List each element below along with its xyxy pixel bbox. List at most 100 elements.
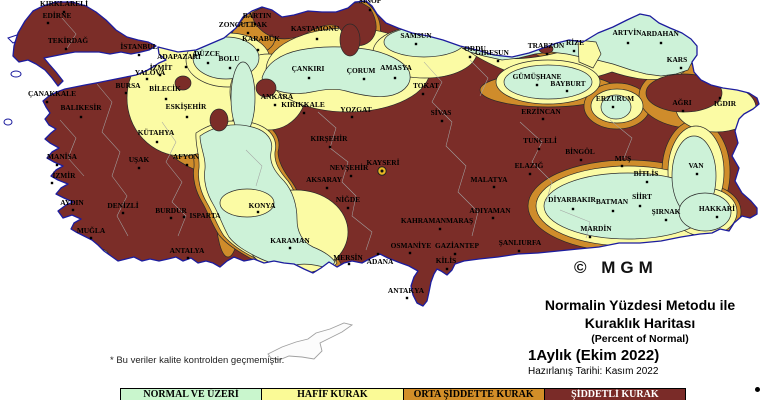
city-label-gümüşhane: GÜMÜŞHANE xyxy=(513,72,562,81)
city-dot xyxy=(440,119,444,123)
city-dot xyxy=(185,115,189,119)
city-label-i̇zmi̇r: İZMİR xyxy=(53,170,77,180)
city-label-elaziğ: ELAZIĞ xyxy=(515,160,544,170)
city-dot xyxy=(468,55,472,59)
city-label-düzce: DÜZCE xyxy=(194,49,220,58)
city-dot xyxy=(186,256,190,260)
city-dot xyxy=(228,66,232,70)
map-period: 1Aylık (Ekim 2022) xyxy=(528,347,660,364)
legend-label-severe: ŞİDDETLİ KURAK xyxy=(571,389,659,400)
city-label-tokat: TOKAT xyxy=(413,81,439,90)
city-dot xyxy=(638,204,642,208)
city-label-si̇vas: SİVAS xyxy=(431,107,452,117)
title-block: Normalin Yüzdesi Metodu ile Kuraklık Har… xyxy=(500,296,780,379)
city-label-batman: BATMAN xyxy=(596,197,629,206)
city-dot xyxy=(368,8,372,12)
city-label-ankara: ANKARA xyxy=(261,92,294,101)
city-label-erzi̇ncan: ERZİNCAN xyxy=(521,106,561,116)
city-label-gazi̇antep: GAZİANTEP xyxy=(435,240,479,250)
city-dot xyxy=(158,73,162,77)
map-title-line2: Kuraklık Haritası xyxy=(584,315,696,331)
city-dot xyxy=(62,10,66,14)
city-dot xyxy=(535,83,539,87)
city-label-tunceli̇: TUNCELİ xyxy=(523,135,557,145)
map-title-english: (Percent of Normal) xyxy=(591,333,689,345)
city-label-deni̇zli̇: DENİZLİ xyxy=(107,200,138,210)
city-dot xyxy=(528,172,532,176)
city-label-kastamonu: KASTAMONU xyxy=(291,24,340,33)
city-dot xyxy=(541,117,545,121)
city-label-mardi̇n: MARDİN xyxy=(580,223,612,233)
city-dot xyxy=(328,145,332,149)
city-label-si̇i̇rt: SİİRT xyxy=(632,191,652,201)
drought-severity-overlays xyxy=(59,1,757,275)
cyprus-outline xyxy=(267,322,354,361)
city-label-ordu: ORDU xyxy=(464,44,486,53)
kayseri-highlight-marker xyxy=(377,166,387,176)
city-label-artvi̇n: ARTVİN xyxy=(613,27,643,37)
city-label-eski̇şehi̇r: ESKİŞEHİR xyxy=(166,101,207,111)
city-label-yozgat: YOZGAT xyxy=(340,105,372,114)
city-label-i̇stanbul: İSTANBUL xyxy=(120,41,157,51)
city-dot xyxy=(611,209,615,213)
city-label-ardahan: ARDAHAN xyxy=(641,29,679,38)
city-label-yalova: YALOVA xyxy=(135,68,166,77)
city-label-çorum: ÇORUM xyxy=(347,66,376,75)
city-dot xyxy=(421,92,425,96)
city-label-teki̇rdağ: TEKİRDAĞ xyxy=(48,35,88,45)
city-label-bi̇tli̇s: BİTLİS xyxy=(634,168,659,178)
city-dot xyxy=(315,37,319,41)
city-label-ki̇li̇s: KİLİS xyxy=(436,255,457,265)
city-label-adiyaman: ADIYAMAN xyxy=(469,206,511,215)
legend-item-normal: NORMAL VE ÜZERİ xyxy=(120,388,263,400)
city-dot xyxy=(626,41,630,45)
city-label-uşak: UŞAK xyxy=(129,155,150,164)
city-label-balikesi̇r: BALIKESİR xyxy=(60,102,102,112)
legend-label-normal: NORMAL VE ÜZERİ xyxy=(143,389,239,400)
city-label-si̇nop: SİNOP xyxy=(359,0,382,5)
city-dot xyxy=(679,66,683,70)
city-label-karabük: KARABÜK xyxy=(242,34,280,43)
city-dot xyxy=(71,208,75,212)
city-label-van: VAN xyxy=(688,161,704,170)
city-dot xyxy=(659,41,663,45)
city-label-çanakkale: ÇANAKKALE xyxy=(28,89,76,98)
city-dot xyxy=(579,158,583,162)
city-labels-layer: KIRKLARELİ EDİRNE TEKİRDAĞ İSTANBUL ÇANAKKAL… xyxy=(28,0,737,300)
city-dot xyxy=(393,76,397,80)
city-label-edi̇rne: EDİRNE xyxy=(43,10,72,20)
province-boundary-lines xyxy=(59,17,633,251)
highlight-center-dot xyxy=(380,169,384,173)
city-dot xyxy=(414,42,418,46)
city-label-kirşehi̇r: KIRŞEHİR xyxy=(311,133,349,143)
city-label-afyon: AFYON xyxy=(173,152,200,161)
city-dot xyxy=(325,186,329,190)
city-dot xyxy=(253,22,257,26)
city-dot xyxy=(206,61,210,65)
city-dot xyxy=(89,236,93,240)
city-label-kahramanmaraş: KAHRAMANMARAŞ xyxy=(401,216,473,225)
city-label-kirikkale: KIRIKKALE xyxy=(281,100,325,109)
anatolia-coastline xyxy=(42,0,760,307)
city-dot xyxy=(545,52,549,56)
city-dot xyxy=(572,49,576,53)
city-label-kayseri̇: KAYSERİ xyxy=(367,157,400,167)
city-dot xyxy=(681,109,685,113)
normal-zones xyxy=(93,13,732,270)
city-dot xyxy=(496,59,500,63)
city-dot xyxy=(347,262,351,266)
city-dot xyxy=(137,166,141,170)
city-label-ri̇ze: RİZE xyxy=(566,37,584,47)
city-dot xyxy=(571,207,575,211)
city-label-adana: ADANA xyxy=(367,257,394,266)
thrace-coastline xyxy=(12,1,157,87)
city-label-kars: KARS xyxy=(667,55,688,64)
city-dot xyxy=(307,76,311,80)
city-dot xyxy=(453,252,457,256)
legend-label-moderate: ORTA ŞİDDETTE KURAK xyxy=(413,389,534,400)
city-dot xyxy=(64,47,68,51)
city-dot xyxy=(445,267,449,271)
legend-item-mild: HAFİF KURAK xyxy=(261,388,404,400)
city-dot xyxy=(50,181,54,185)
